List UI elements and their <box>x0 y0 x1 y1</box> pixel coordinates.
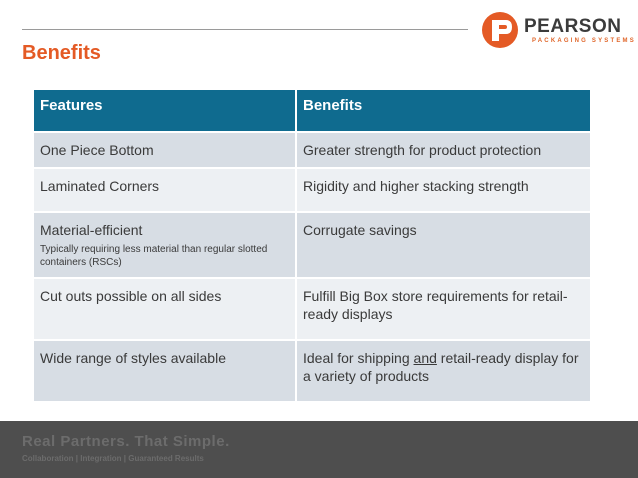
feature-text: Laminated Corners <box>40 178 160 194</box>
feature-cell: One Piece Bottom <box>32 131 297 169</box>
benefit-cell: Greater strength for product protection <box>295 131 592 169</box>
table-row: Wide range of styles available Ideal for… <box>32 339 592 403</box>
feature-cell: Material-efficient Typically requiring l… <box>32 211 297 279</box>
feature-note: Typically requiring less material than r… <box>40 244 268 268</box>
benefit-cell: Corrugate savings <box>295 211 592 279</box>
feature-text: Wide range of styles available <box>40 350 226 366</box>
feature-cell: Cut outs possible on all sides <box>32 277 297 341</box>
logo-subtitle: PACKAGING SYSTEMS <box>532 38 636 44</box>
benefit-text-rest: retail-ready display for a variety of pr… <box>303 350 579 384</box>
feature-cell: Laminated Corners <box>32 167 297 213</box>
footer-subline: Collaboration | Integration | Guaranteed… <box>22 454 204 463</box>
feature-text: One Piece Bottom <box>40 142 154 158</box>
table-row: One Piece Bottom Greater strength for pr… <box>32 131 592 169</box>
benefit-text: Greater strength for product protection <box>303 142 542 158</box>
page-title: Benefits <box>22 42 101 64</box>
benefit-text: Fulfill Big Box store requirements for r… <box>303 288 568 322</box>
footer-bar: Real Partners. That Simple. Collaboratio… <box>0 421 638 478</box>
footer-tagline: Real Partners. That Simple. <box>22 433 230 450</box>
benefits-table: Features Benefits One Piece Bottom Great… <box>32 88 592 403</box>
feature-text: Material-efficient <box>40 222 143 238</box>
benefit-text: Rigidity and higher stacking strength <box>303 178 529 194</box>
benefit-text: Ideal for shipping <box>303 350 414 366</box>
table-header-row: Features Benefits <box>32 88 592 133</box>
benefit-text: Corrugate savings <box>303 222 417 238</box>
column-header-benefits: Benefits <box>295 88 592 133</box>
company-logo: PEARSON PACKAGING SYSTEMS <box>480 10 634 50</box>
benefit-underlined-word: and <box>413 350 437 366</box>
table-row: Cut outs possible on all sides Fulfill B… <box>32 277 592 341</box>
benefit-cell: Ideal for shipping and retail-ready disp… <box>295 339 592 403</box>
benefit-cell: Rigidity and higher stacking strength <box>295 167 592 213</box>
pearson-logo-icon <box>482 12 518 48</box>
column-header-features: Features <box>32 88 297 133</box>
table-row: Laminated Corners Rigidity and higher st… <box>32 167 592 213</box>
logo-name: PEARSON <box>524 16 622 37</box>
table-row: Material-efficient Typically requiring l… <box>32 211 592 279</box>
feature-text: Cut outs possible on all sides <box>40 288 222 304</box>
header-divider <box>22 29 468 30</box>
feature-cell: Wide range of styles available <box>32 339 297 403</box>
benefit-cell: Fulfill Big Box store requirements for r… <box>295 277 592 341</box>
